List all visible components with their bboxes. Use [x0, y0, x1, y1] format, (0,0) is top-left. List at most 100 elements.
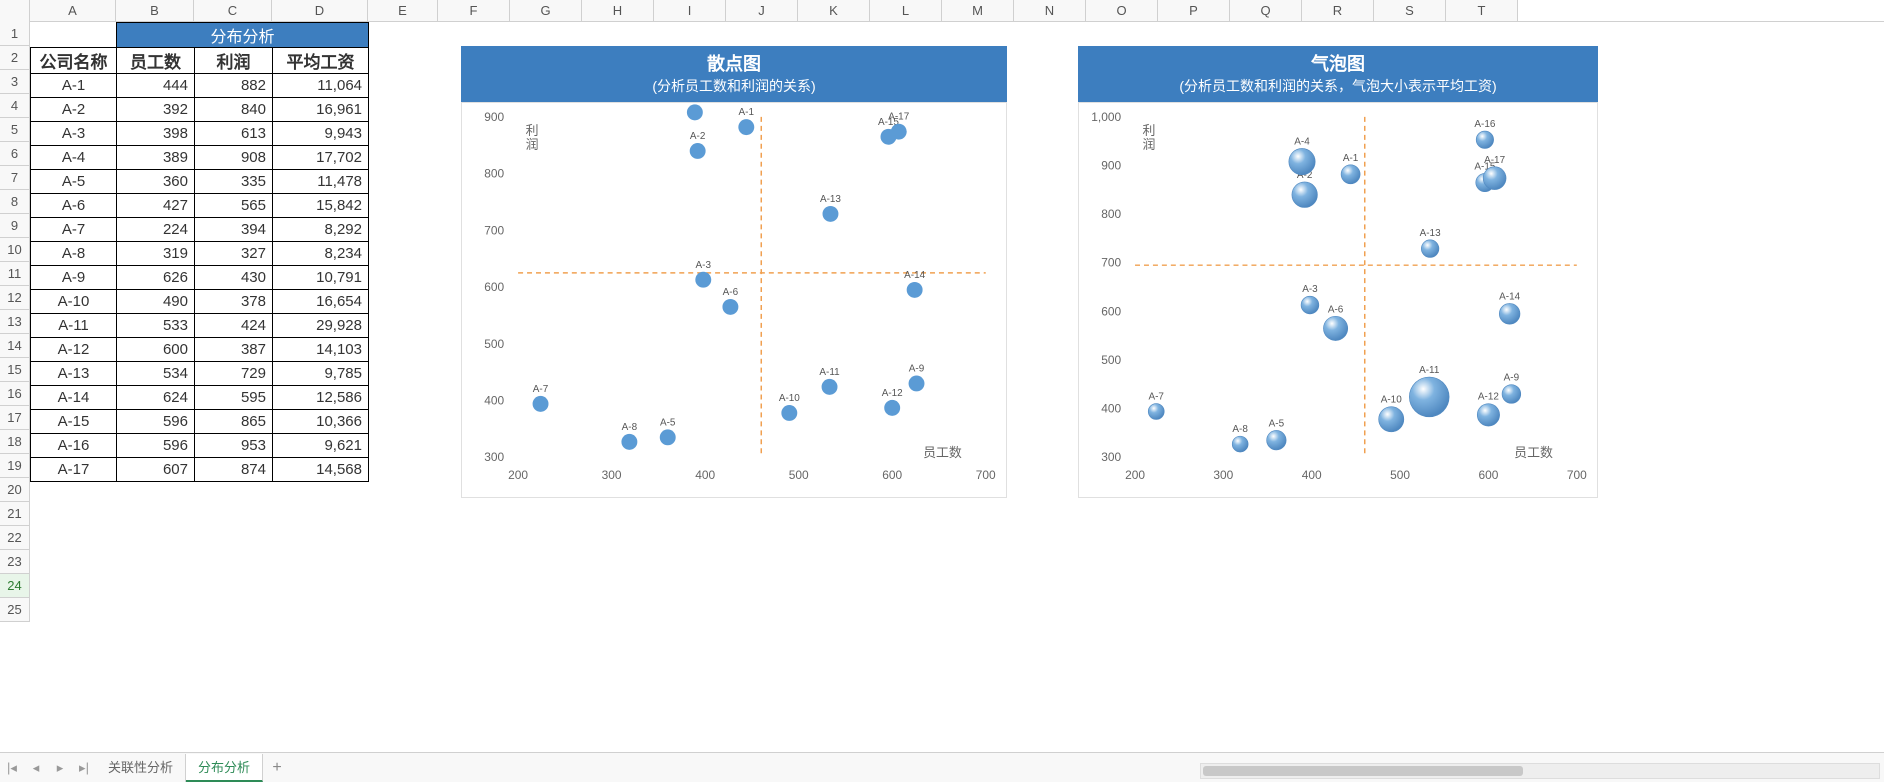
table-cell[interactable]: A-7	[31, 218, 117, 242]
row-header-19[interactable]: 19	[0, 454, 30, 478]
table-cell[interactable]: 9,785	[273, 362, 369, 386]
table-cell[interactable]: 16,654	[273, 290, 369, 314]
table-cell[interactable]: 394	[195, 218, 273, 242]
column-header-S[interactable]: S	[1374, 0, 1446, 21]
select-all-corner[interactable]	[0, 0, 30, 22]
table-cell[interactable]: 12,586	[273, 386, 369, 410]
column-header-M[interactable]: M	[942, 0, 1014, 21]
row-header-24[interactable]: 24	[0, 574, 30, 598]
table-cell[interactable]: 398	[117, 122, 195, 146]
table-cell[interactable]: 607	[117, 458, 195, 482]
row-header-9[interactable]: 9	[0, 214, 30, 238]
table-cell[interactable]: 882	[195, 74, 273, 98]
table-cell[interactable]: 11,064	[273, 74, 369, 98]
bubble-point[interactable]	[1379, 407, 1404, 432]
row-header-8[interactable]: 8	[0, 190, 30, 214]
scatter-point[interactable]	[891, 124, 907, 140]
column-header-Q[interactable]: Q	[1230, 0, 1302, 21]
table-cell[interactable]: 387	[195, 338, 273, 362]
table-cell[interactable]: 626	[117, 266, 195, 290]
sheet-tab[interactable]: 关联性分析	[96, 754, 186, 782]
row-header-21[interactable]: 21	[0, 502, 30, 526]
bubble-point[interactable]	[1323, 316, 1347, 340]
table-cell[interactable]: 389	[117, 146, 195, 170]
scatter-point[interactable]	[781, 405, 797, 421]
row-header-23[interactable]: 23	[0, 550, 30, 574]
table-cell[interactable]: A-14	[31, 386, 117, 410]
table-cell[interactable]: 9,621	[273, 434, 369, 458]
table-cell[interactable]: 424	[195, 314, 273, 338]
row-header-14[interactable]: 14	[0, 334, 30, 358]
add-sheet-button[interactable]: +	[263, 754, 291, 782]
column-header-C[interactable]: C	[194, 0, 272, 21]
column-header-H[interactable]: H	[582, 0, 654, 21]
table-cell[interactable]: A-13	[31, 362, 117, 386]
column-header-G[interactable]: G	[510, 0, 582, 21]
table-cell[interactable]: A-2	[31, 98, 117, 122]
table-cell[interactable]: A-10	[31, 290, 117, 314]
cells-area[interactable]: 分布分析 公司名称员工数利润平均工资 A-144488211,064A-2392…	[30, 22, 1884, 622]
column-header-T[interactable]: T	[1446, 0, 1518, 21]
row-header-16[interactable]: 16	[0, 382, 30, 406]
row-header-4[interactable]: 4	[0, 94, 30, 118]
row-header-12[interactable]: 12	[0, 286, 30, 310]
table-cell[interactable]: 14,568	[273, 458, 369, 482]
horizontal-scrollbar-thumb[interactable]	[1203, 766, 1523, 776]
bubble-point[interactable]	[1502, 385, 1521, 404]
table-cell[interactable]: 490	[117, 290, 195, 314]
table-cell[interactable]: 533	[117, 314, 195, 338]
table-cell[interactable]: 14,103	[273, 338, 369, 362]
table-cell[interactable]: 10,366	[273, 410, 369, 434]
table-cell[interactable]: 600	[117, 338, 195, 362]
table-cell[interactable]: 596	[117, 410, 195, 434]
table-cell[interactable]: 953	[195, 434, 273, 458]
column-header-I[interactable]: I	[654, 0, 726, 21]
column-header-R[interactable]: R	[1302, 0, 1374, 21]
table-cell[interactable]: A-11	[31, 314, 117, 338]
scatter-point[interactable]	[823, 206, 839, 222]
table-cell[interactable]: 874	[195, 458, 273, 482]
bubble-point[interactable]	[1148, 404, 1164, 420]
tab-nav-last-icon[interactable]: ▸|	[72, 754, 96, 782]
row-header-22[interactable]: 22	[0, 526, 30, 550]
row-header-2[interactable]: 2	[0, 46, 30, 70]
column-header-J[interactable]: J	[726, 0, 798, 21]
tab-nav-next-icon[interactable]: ▸	[48, 754, 72, 782]
bubble-point[interactable]	[1289, 148, 1315, 174]
table-cell[interactable]: A-6	[31, 194, 117, 218]
table-cell[interactable]: 613	[195, 122, 273, 146]
bubble-point[interactable]	[1267, 430, 1286, 449]
table-cell[interactable]: A-16	[31, 434, 117, 458]
table-cell[interactable]: 360	[117, 170, 195, 194]
row-header-18[interactable]: 18	[0, 430, 30, 454]
table-cell[interactable]: 9,943	[273, 122, 369, 146]
bubble-point[interactable]	[1483, 167, 1506, 190]
table-cell[interactable]: 534	[117, 362, 195, 386]
bubble-point[interactable]	[1301, 296, 1319, 314]
scatter-point[interactable]	[533, 396, 549, 412]
row-header-7[interactable]: 7	[0, 166, 30, 190]
scatter-point[interactable]	[660, 429, 676, 445]
bubble-point[interactable]	[1421, 240, 1439, 258]
bubble-point[interactable]	[1499, 303, 1520, 324]
column-header-K[interactable]: K	[798, 0, 870, 21]
table-cell[interactable]: 427	[117, 194, 195, 218]
column-header-E[interactable]: E	[368, 0, 438, 21]
scatter-point[interactable]	[690, 143, 706, 159]
table-cell[interactable]: A-15	[31, 410, 117, 434]
table-cell[interactable]: 16,961	[273, 98, 369, 122]
bubble-point[interactable]	[1477, 404, 1499, 426]
table-cell[interactable]: A-4	[31, 146, 117, 170]
scatter-point[interactable]	[884, 400, 900, 416]
table-cell[interactable]: A-8	[31, 242, 117, 266]
table-cell[interactable]: 729	[195, 362, 273, 386]
table-cell[interactable]: 565	[195, 194, 273, 218]
row-header-11[interactable]: 11	[0, 262, 30, 286]
scatter-point[interactable]	[722, 299, 738, 315]
row-header-5[interactable]: 5	[0, 118, 30, 142]
row-header-1[interactable]: 1	[0, 22, 30, 46]
row-header-10[interactable]: 10	[0, 238, 30, 262]
table-cell[interactable]: 624	[117, 386, 195, 410]
scatter-point[interactable]	[695, 272, 711, 288]
table-cell[interactable]: 595	[195, 386, 273, 410]
